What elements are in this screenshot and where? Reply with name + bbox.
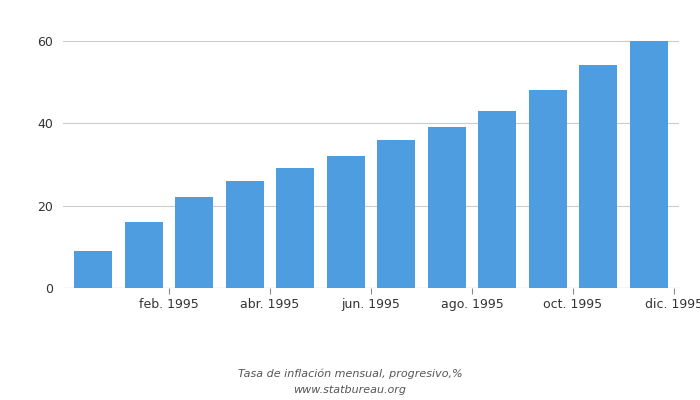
Bar: [528, 90, 567, 288]
Bar: [478, 111, 516, 288]
Text: www.statbureau.org: www.statbureau.org: [293, 385, 407, 395]
Bar: [276, 168, 314, 288]
Bar: [377, 140, 415, 288]
Text: Tasa de inflación mensual, progresivo,%: Tasa de inflación mensual, progresivo,%: [238, 369, 462, 379]
Bar: [327, 156, 365, 288]
Bar: [74, 251, 112, 288]
Bar: [630, 41, 668, 288]
Bar: [580, 65, 617, 288]
Bar: [226, 181, 264, 288]
Bar: [125, 222, 162, 288]
Bar: [428, 127, 466, 288]
Bar: [175, 197, 214, 288]
Legend: Kazajstán, 1995: Kazajstán, 1995: [304, 398, 438, 400]
